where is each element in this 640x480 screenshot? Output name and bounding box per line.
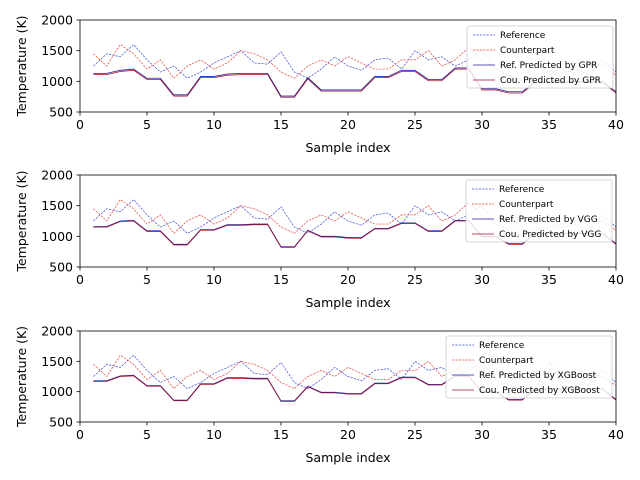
x-tick-label: 5 [143, 272, 151, 287]
y-tick-label: 500 [49, 105, 73, 120]
y-axis-label: Temperature (K) [14, 15, 29, 117]
y-tick-label: 2000 [41, 13, 73, 28]
x-tick-label: 15 [273, 117, 289, 132]
x-tick-label: 40 [608, 427, 624, 442]
y-tick-label: 1500 [41, 43, 73, 58]
legend-entry: Reference [479, 341, 525, 351]
legend-entry: Counterpart [500, 46, 555, 56]
x-tick-label: 20 [340, 427, 356, 442]
x-tick-label: 25 [407, 117, 423, 132]
legend: Reference Counterpart Ref. Predicted by XG… [445, 335, 613, 399]
x-axis-label: Sample index [305, 140, 390, 155]
legend-entry: Ref. Predicted by VGG [499, 215, 598, 225]
y-tick-label: 1000 [41, 229, 73, 244]
legend-box [445, 335, 613, 399]
legend-entry: Counterpart [479, 356, 534, 366]
x-tick-label: 35 [541, 272, 557, 287]
legend-entry: Cou. Predicted by VGG [499, 230, 601, 240]
y-axis-label: Temperature (K) [14, 326, 29, 428]
y-tick-label: 1500 [41, 354, 73, 369]
chart-panel-3: 0 5 10 15 20 25 30 35 40 500 1000 1500 2000 Sample in… [14, 324, 624, 466]
x-tick-label: 0 [76, 117, 84, 132]
x-tick-label: 20 [340, 117, 356, 132]
x-tick-label: 35 [541, 427, 557, 442]
legend-entry: Reference [499, 185, 545, 195]
legend-box [466, 25, 614, 89]
x-tick-label: 20 [340, 272, 356, 287]
x-tick-label: 25 [407, 272, 423, 287]
x-tick-label: 15 [273, 427, 289, 442]
series-line-counterpart [93, 199, 616, 237]
legend-entry: Cou. Predicted by XGBoost [479, 386, 600, 396]
x-tick-label: 0 [76, 427, 84, 442]
legend-entry: Ref. Predicted by XGBoost [479, 371, 597, 381]
legend: Reference Counterpart Ref. Predicted by GP… [466, 25, 614, 89]
x-tick-label: 35 [541, 117, 557, 132]
y-tick-label: 500 [49, 260, 73, 275]
x-tick-label: 10 [206, 272, 222, 287]
chart-panel-2: 0 5 10 15 20 25 30 35 40 500 1000 1500 2000 Sample in… [14, 168, 624, 311]
legend-entry: Cou. Predicted by GPR [500, 76, 601, 86]
y-tick-label: 2000 [41, 168, 73, 183]
x-tick-label: 40 [608, 117, 624, 132]
y-tick-label: 1000 [41, 74, 73, 89]
y-axis-label: Temperature (K) [14, 170, 29, 272]
x-tick-label: 15 [273, 272, 289, 287]
y-tick-label: 2000 [41, 324, 73, 339]
y-tick-label: 1000 [41, 384, 73, 399]
series-line-counterpart [93, 44, 616, 82]
x-tick-label: 10 [206, 427, 222, 442]
y-tick-label: 500 [49, 415, 73, 430]
y-tick-label: 1500 [41, 198, 73, 213]
x-axis-label: Sample index [305, 450, 390, 465]
x-tick-label: 0 [76, 272, 84, 287]
x-tick-label: 5 [143, 427, 151, 442]
legend-box [465, 179, 613, 243]
series-line-reference [93, 354, 616, 393]
legend-entry: Ref. Predicted by GPR [500, 61, 597, 71]
x-tick-label: 40 [608, 272, 624, 287]
legend: Reference Counterpart Ref. Predicted by VG… [465, 179, 613, 243]
x-tick-label: 30 [474, 272, 490, 287]
x-tick-label: 10 [206, 117, 222, 132]
x-tick-label: 30 [474, 427, 490, 442]
x-tick-label: 25 [407, 427, 423, 442]
x-tick-label: 5 [143, 117, 151, 132]
legend-entry: Reference [500, 31, 546, 41]
legend-entry: Counterpart [499, 200, 554, 210]
x-tick-label: 30 [474, 117, 490, 132]
chart-panel-1: 0 5 10 15 20 25 30 35 40 500 1000 1500 2000 Sample in… [14, 13, 624, 156]
x-axis-label: Sample index [305, 295, 390, 310]
